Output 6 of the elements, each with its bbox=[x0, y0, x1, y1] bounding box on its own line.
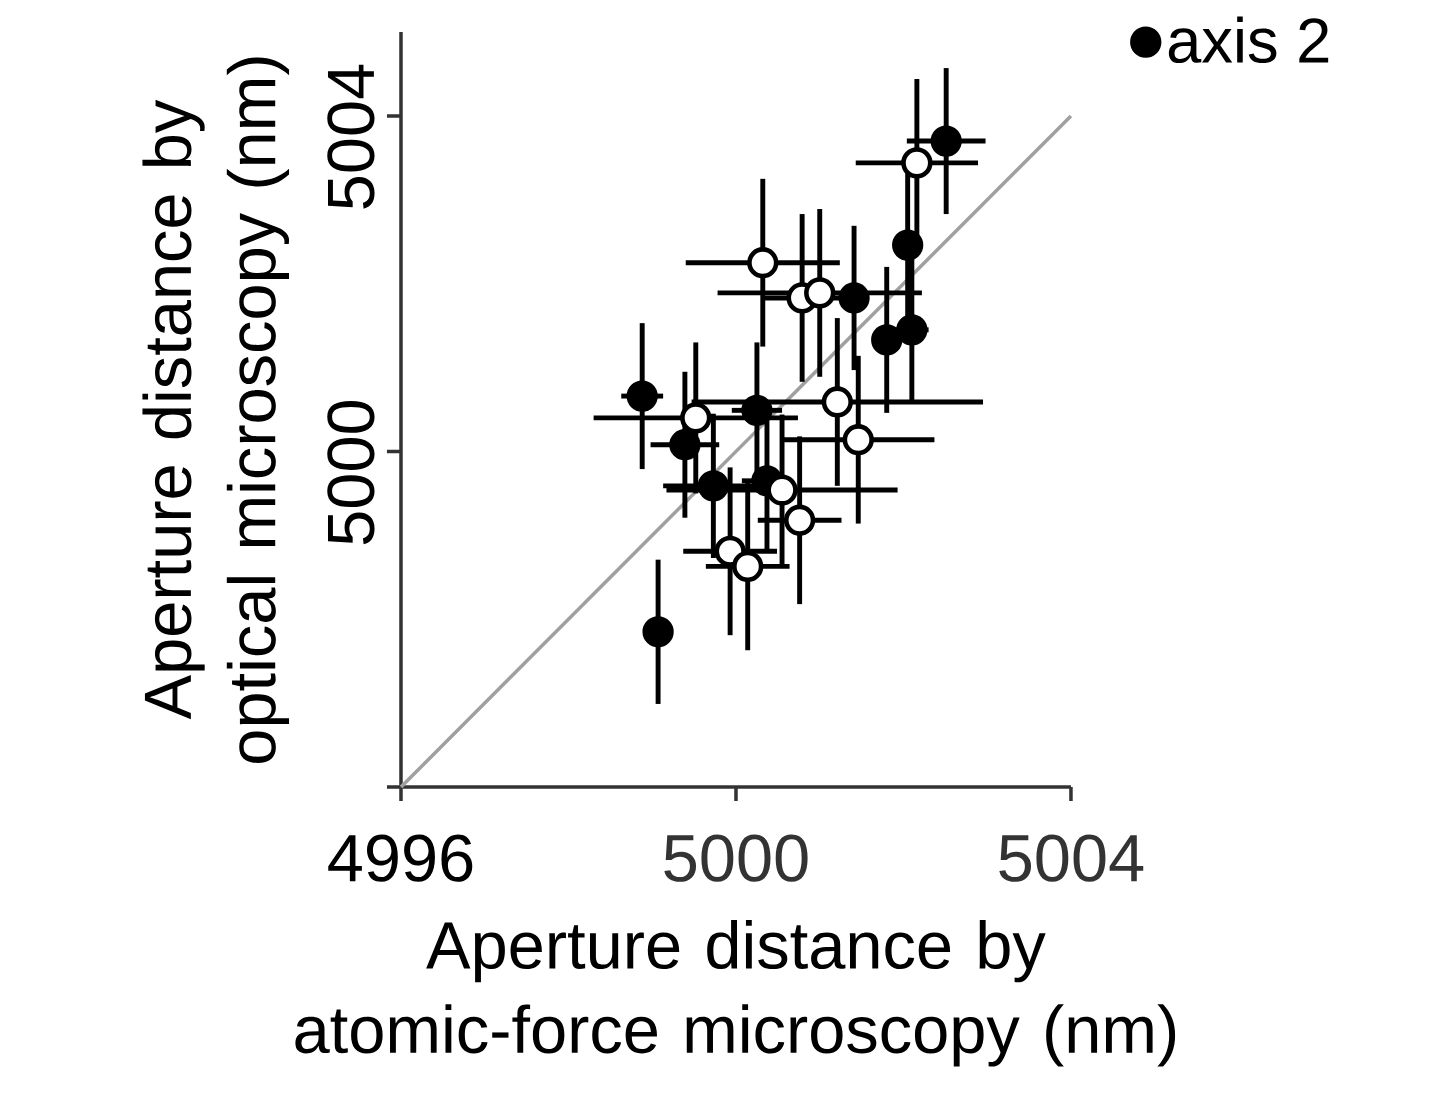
x-axis-title: Aperture distance by atomic-force microscopy (nm) bbox=[295, 920, 1176, 1067]
y-axis-title: Aperture distance by optical microscopy (nm) bbox=[142, 57, 290, 763]
x-tick-label: 5004 bbox=[999, 834, 1144, 882]
x-tick-label: 5000 bbox=[664, 834, 808, 882]
legend-label: axis 2 bbox=[1168, 16, 1329, 64]
x-tick-label: 4996 bbox=[328, 834, 473, 882]
